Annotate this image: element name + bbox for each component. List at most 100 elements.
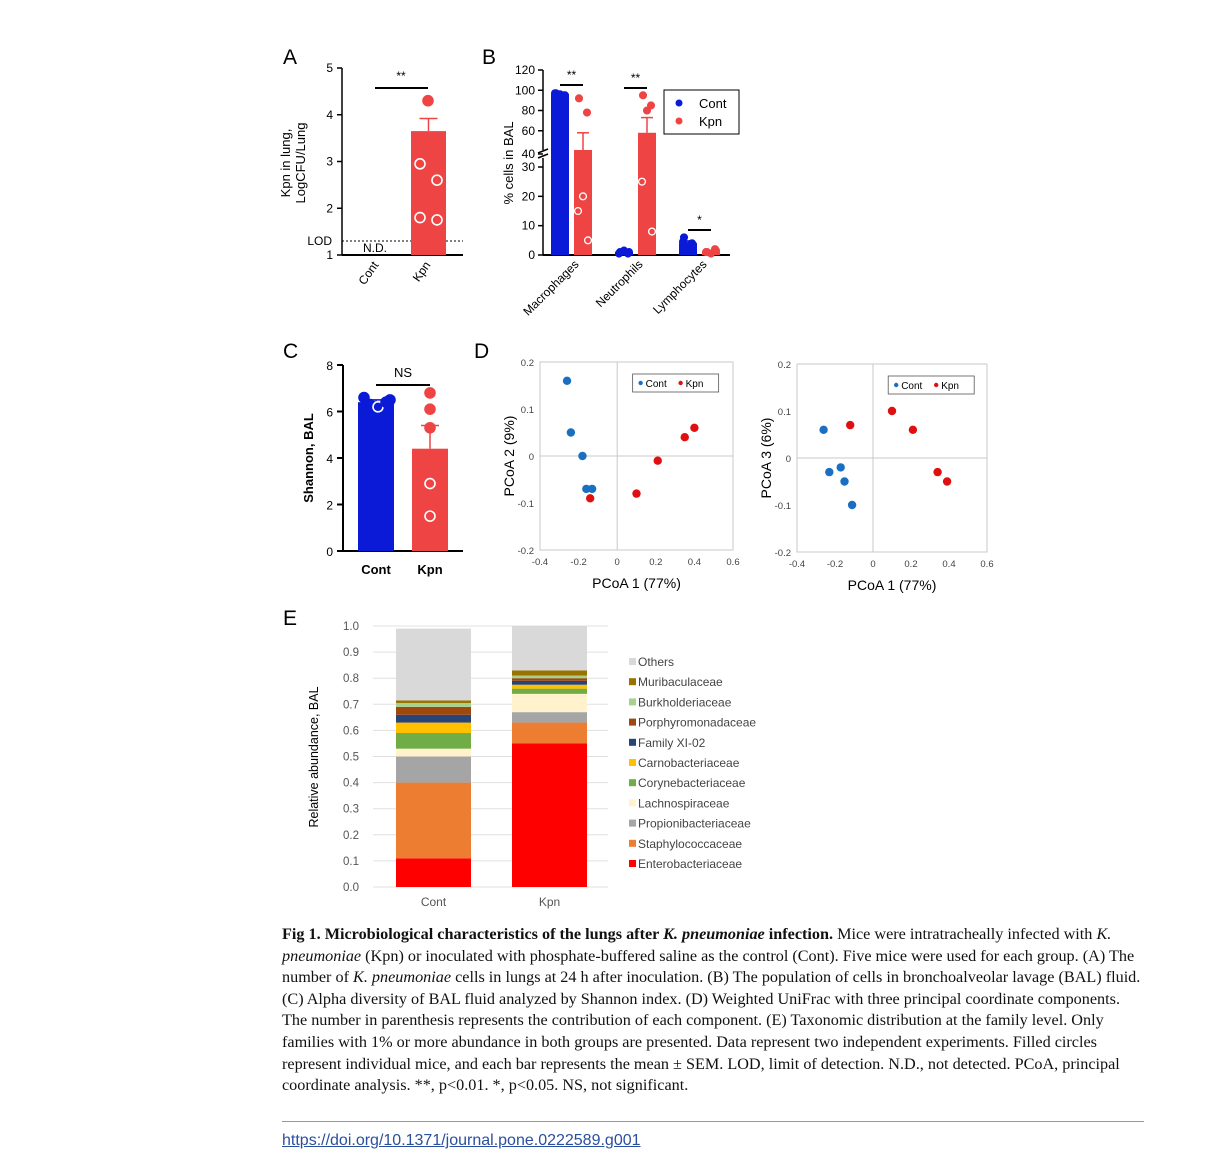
panel-c-point-kpn [424,421,436,434]
panel-e-segment-muribaculaceae [512,670,587,676]
panel-e-legend-swatch [629,819,636,827]
panel-d1-point-kpn [653,456,662,465]
panel-b-y-tick-label: 10 [522,219,536,233]
panel-e-y-tick-label: 0.2 [343,830,359,842]
panel-e-legend-swatch [629,658,636,665]
panel-d2-y-tick-label: 0.1 [778,407,791,418]
panel-b-y-tick-label: 30 [522,160,536,174]
figure-caption: Fig 1. Microbiological characteristics o… [282,925,1141,1095]
panel-d2-point-kpn [846,420,855,430]
panel-e-legend-swatch [629,860,636,867]
panel-e-y-tick-label: 0.0 [343,882,359,894]
panel-d2-legend-box [887,375,975,395]
panel-b-point-kpn [583,236,593,245]
panel-e-segment-carnobacteriaceae [396,722,471,734]
panel-b-point-cont [560,91,570,100]
panel-e-segment-corynebacteriaceae [512,688,587,694]
panel-d2-legend-label: Cont [901,381,922,392]
panel-d1-x-tick-label: 0.4 [688,557,701,568]
panel-a-y-tick-label: 1 [326,248,333,262]
panel-c-y-tick-label: 2 [326,499,333,513]
panel-c-sig-label: NS [394,365,412,380]
panel-e-legend-label: Carnobacteriaceae [638,756,740,770]
panel-d2-legend-label: Kpn [941,381,959,392]
panel-d1-point-kpn [680,433,689,442]
panel-a-y-label-line: Kpn in lung, [278,129,293,198]
panel-d1-x-tick-label: 0.6 [726,557,739,568]
panel-a-x-tick-label: Kpn [410,259,434,285]
panel-d1-legend-marker [678,380,683,386]
panel-b-point-kpn [578,192,588,201]
panel-e-segment-others [396,628,471,701]
panel-label-c: C [283,340,298,363]
panel-d1-point-kpn [632,489,641,498]
panel-e-segment-porphyromonadaceae [396,706,471,715]
panel-d1-y-tick-label: 0.2 [521,358,534,369]
panel-d1-x-tick-label: -0.2 [570,557,586,568]
panel-a-y-tick-label: 5 [326,61,333,75]
panel-e-segment-lachnospiraceae [396,748,471,757]
panel-a-point-kpn [431,214,443,226]
panel-d1-legend-marker [638,380,643,386]
panel-e-legend-swatch [629,678,636,686]
panel-b-point-cont [550,89,560,98]
panel-b-axis-break [537,148,549,154]
panel-e-legend-swatch [629,738,636,746]
panel-b-point-kpn [711,246,721,255]
panel-b-point-cont [624,248,634,257]
panel-e-legend-swatch [629,779,636,787]
panel-e-legend-label: Burkholderiaceae [638,695,732,709]
panel-d1-x-label: PCoA 1 (77%) [592,575,681,591]
panel-e-legend-label: Staphylococcaceae [638,837,742,851]
panel-b-point-kpn [647,227,657,236]
panel-c-y-tick-label: 0 [326,545,333,559]
panel-e-y-tick-label: 0.4 [343,778,360,790]
panel-e-y-tick-label: 0.5 [343,752,359,764]
panel-e-segment-family-xi-02 [396,714,471,723]
panel-b-sig-label: * [697,213,702,227]
panel-c-point-kpn [424,403,436,415]
panel-e-legend-label: Enterobacteriaceae [638,857,742,871]
panel-a-y-label: Kpn in lung,LogCFU/Lung [278,123,308,204]
panel-c-point-kpn [424,510,436,522]
panel-e-segment-lachnospiraceae [512,693,587,713]
panel-b-x-tick-label: Neutrophils [593,257,646,310]
panel-d2-y-label: PCoA 3 (6%) [758,418,774,499]
panel-d2-y-tick-label: -0.1 [775,501,791,512]
panel-d2-point-cont [825,467,834,477]
panel-e-segment-staphylococcaceae [512,722,587,744]
panel-e-x-tick-label: Cont [421,895,447,909]
panel-b-bar-kpn [638,132,656,255]
panel-e-segment-burkholderiaceae [512,675,587,679]
panel-b-y-tick-label: 100 [515,83,535,97]
panel-d1-y-tick-label: -0.1 [518,499,534,510]
panel-b-point-kpn [638,91,648,100]
panel-d1-point-cont [582,484,591,494]
panel-b-bar-kpn [574,149,592,255]
panel-b-legend-marker [675,99,683,107]
panel-d2-x-tick-label: 0.6 [980,559,993,570]
panel-d2-legend-marker [894,382,899,388]
panel-a-sig-label: ** [396,69,406,83]
panel-c-point-kpn [424,477,436,490]
panel-e-legend-swatch [629,718,636,726]
doi-link[interactable]: https://doi.org/10.1371/journal.pone.022… [282,1132,641,1149]
panel-b-sig-label: ** [631,71,641,85]
panel-d1-legend-box [632,373,720,393]
panel-b-point-kpn [574,94,584,103]
panel-b-y-label: % cells in BAL [501,121,516,204]
panel-e-y-tick-label: 1.0 [343,621,359,633]
panel-d1-point-cont [566,428,576,437]
panel-d2-x-tick-label: 0 [870,559,875,570]
panel-b-sig-label: ** [567,68,577,82]
panel-b-axis-break [537,153,549,159]
panel-d1-y-tick-label: 0 [529,452,534,463]
panel-e-y-label: Relative abundance, BAL [307,686,321,827]
panel-e-segment-family-xi-02 [512,680,587,685]
panel-e-segment-porphyromonadaceae [512,678,587,681]
panel-d2-x-tick-label: 0.4 [942,559,955,570]
panel-e-legend-label: Family XI-02 [638,736,706,750]
panel-e-legend-label: Corynebacteriaceae [638,776,746,790]
panel-e-legend-swatch [629,759,636,766]
panel-c-point-kpn [424,387,436,399]
